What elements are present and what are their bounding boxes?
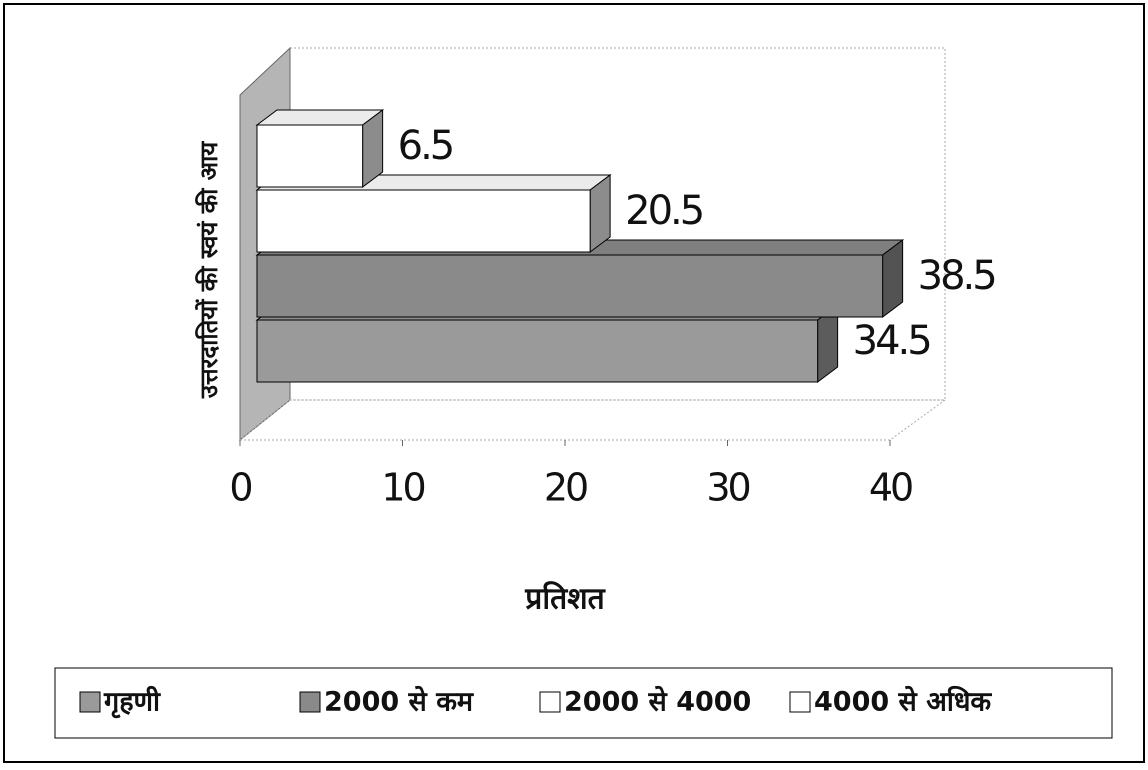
legend-label: गृहणी [103, 686, 161, 719]
back-wall [289, 47, 946, 401]
x-tick-label: 10 [381, 466, 424, 510]
value-label: 38.5 [918, 253, 995, 299]
floor [238, 399, 947, 441]
legend-label: 4000 से अधिक [814, 686, 992, 718]
legend-swatch [539, 691, 561, 713]
legend-label: 2000 से कम [324, 686, 474, 718]
x-tick-label: 40 [869, 466, 912, 510]
value-label: 20.5 [625, 188, 702, 234]
x-axis-label: प्रतिशत [524, 581, 606, 617]
legend-swatch [79, 691, 101, 713]
bar [256, 189, 591, 253]
bar [256, 254, 884, 318]
bar [256, 319, 819, 383]
bar-top [255, 109, 385, 126]
legend-label: 2000 से 4000 [564, 686, 751, 718]
bar [256, 124, 364, 188]
y-axis-label: उत्तरदातियों की स्वयं की आय [195, 141, 223, 399]
x-tick-label: 20 [544, 466, 587, 510]
legend-swatch [789, 691, 811, 713]
x-tick-label: 30 [706, 466, 749, 510]
legend-swatch [299, 691, 321, 713]
legend [54, 667, 1113, 739]
value-label: 34.5 [853, 318, 930, 364]
frame [3, 3, 1145, 763]
value-label: 6.5 [398, 123, 453, 169]
x-tick-label: 0 [229, 466, 251, 510]
